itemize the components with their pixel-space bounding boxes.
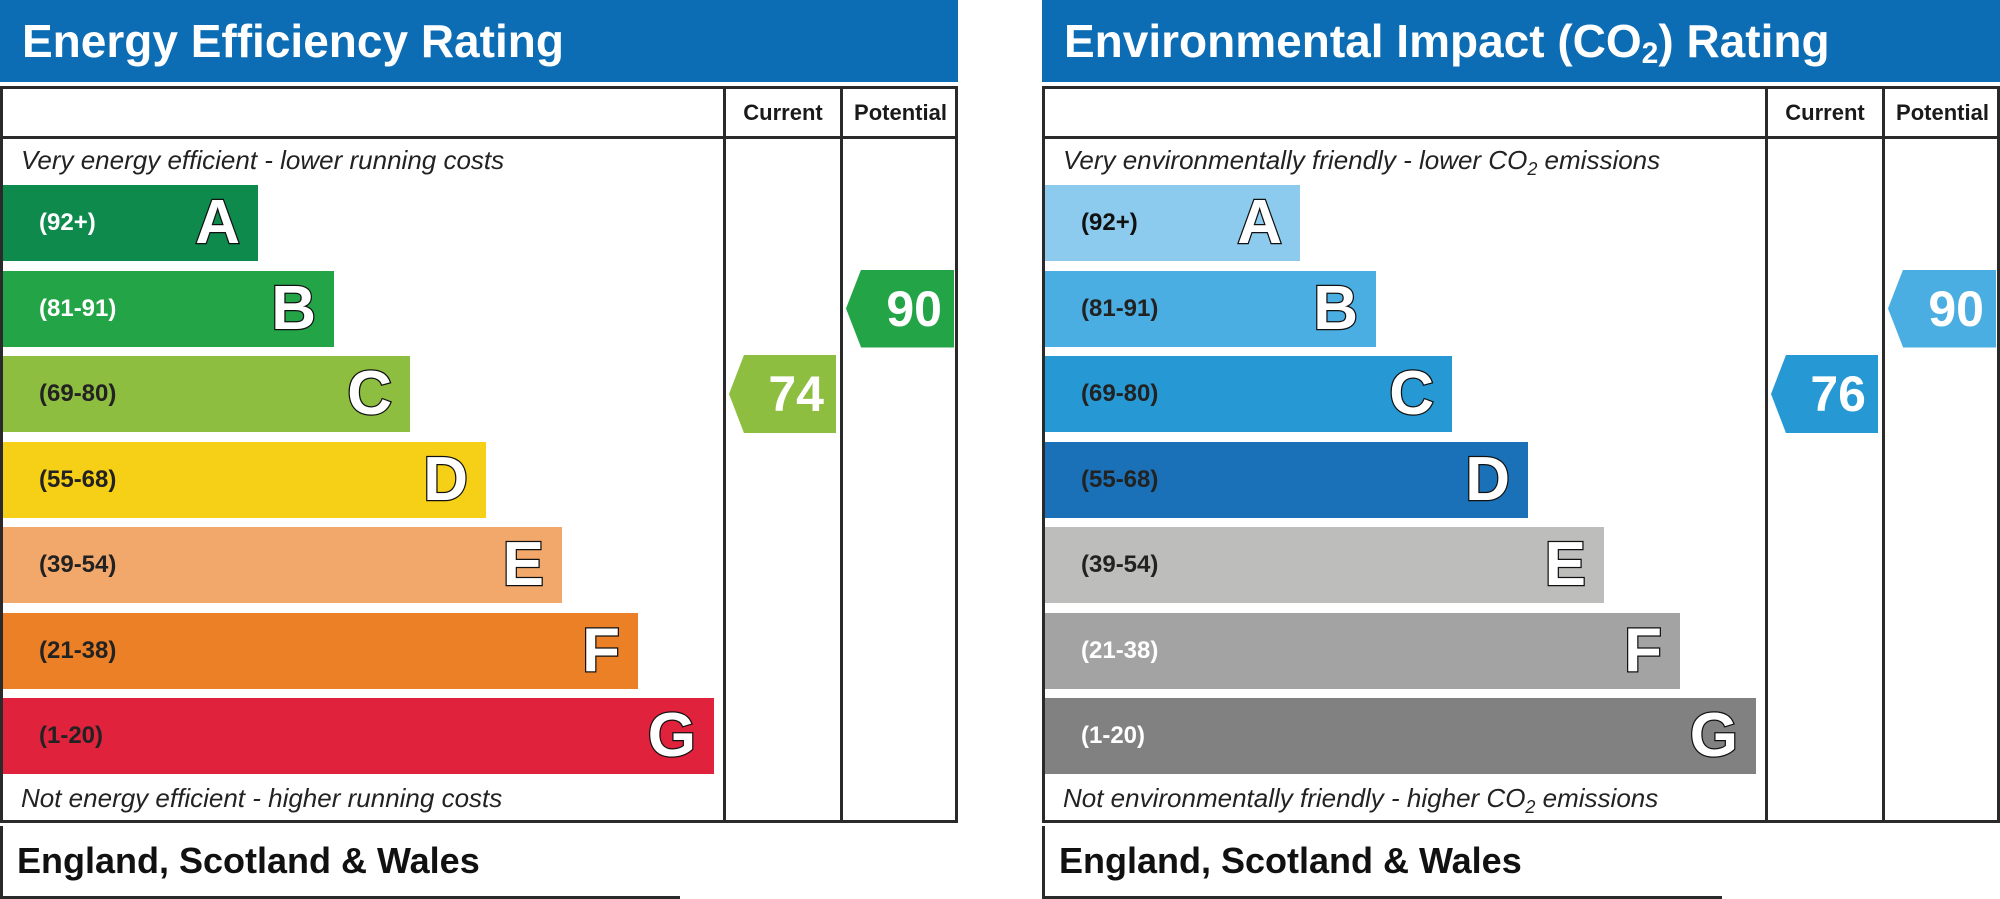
band-range-label: (92+): [1081, 209, 1138, 236]
column-divider: [1765, 89, 1768, 820]
environmental-impact-chart: Environmental Impact (CO2) Rating Curren…: [1042, 0, 2000, 899]
band-letter: D: [422, 443, 469, 515]
current-rating-marker: 76: [1771, 355, 1878, 433]
rating-band-c: (69-80) C: [3, 356, 410, 432]
band-letter: D: [1464, 443, 1511, 515]
band-range-label: (69-80): [39, 380, 117, 407]
band-letter: B: [270, 272, 317, 344]
title-text-end: ) Rating: [1658, 15, 1830, 67]
band-letter: C: [1388, 358, 1435, 430]
caption-text-end: emissions: [1537, 145, 1661, 175]
column-divider: [1882, 89, 1885, 820]
chart-title: Energy Efficiency Rating: [0, 0, 958, 82]
top-caption: Very environmentally friendly - lower CO…: [1063, 145, 1660, 180]
band-range-label: (92+): [39, 209, 96, 236]
region-footer: England, Scotland & Wales: [0, 826, 680, 899]
band-range-label: (55-68): [39, 465, 117, 493]
band-letter: F: [1623, 614, 1663, 686]
rating-band-g: (1-20) G: [3, 698, 714, 774]
current-column-header: Current: [1785, 100, 1865, 125]
region-footer: England, Scotland & Wales: [1042, 826, 1722, 899]
rating-band-e: (39-54) E: [1045, 527, 1604, 603]
rating-band-e: (39-54) E: [3, 527, 562, 603]
band-letter: G: [647, 700, 698, 772]
rating-band-f: (21-38) F: [1045, 612, 1680, 689]
band-letter: A: [194, 187, 241, 259]
band-letter: E: [1543, 529, 1587, 601]
caption-text-end: emissions: [1535, 783, 1659, 813]
band-letter: C: [346, 358, 393, 430]
band-range-label: (39-54): [1081, 551, 1159, 578]
band-range-label: (81-91): [39, 294, 117, 322]
band-range-label: (69-80): [1081, 380, 1159, 407]
caption-subscript: 2: [1527, 159, 1538, 180]
potential-rating-marker: 90: [846, 269, 954, 348]
current-rating-marker: 74: [729, 355, 836, 433]
caption-subscript: 2: [1525, 797, 1536, 818]
band-letter: F: [581, 614, 621, 686]
energy-efficiency-chart: Energy Efficiency Rating Current Potenti…: [0, 0, 958, 899]
band-letter: G: [1689, 700, 1740, 772]
rating-band-a: (92+) A: [3, 185, 258, 261]
column-divider: [723, 89, 726, 820]
region-label: England, Scotland & Wales: [1059, 840, 1522, 881]
rating-band-a: (92+) A: [1045, 185, 1300, 261]
band-range-label: (1-20): [39, 722, 104, 749]
band-letter: A: [1236, 187, 1283, 259]
header-divider: [1045, 136, 1997, 139]
rating-table: Current Potential Very environmentally f…: [1042, 86, 2000, 823]
caption-text: Very environmentally friendly - lower CO: [1063, 145, 1528, 175]
bottom-caption: Not environmentally friendly - higher CO…: [1063, 783, 1658, 818]
rating-band-d: (55-68) D: [3, 441, 486, 518]
title-subscript: 2: [1641, 37, 1659, 70]
title-text: Environmental Impact (CO: [1064, 15, 1642, 67]
region-label: England, Scotland & Wales: [17, 840, 480, 881]
rating-band-b: (81-91) B: [1045, 270, 1376, 347]
band-range-label: (81-91): [1081, 294, 1159, 322]
band-range-label: (21-38): [39, 636, 117, 664]
rating-band-f: (21-38) F: [3, 612, 638, 689]
potential-column-header: Potential: [1896, 100, 1989, 125]
potential-column-header: Potential: [854, 100, 947, 125]
rating-band-b: (81-91) B: [3, 270, 334, 347]
band-range-label: (21-38): [1081, 636, 1159, 664]
band-range-label: (39-54): [39, 551, 117, 578]
band-letter: E: [501, 529, 545, 601]
chart-title: Environmental Impact (CO2) Rating: [1042, 0, 2000, 82]
top-caption: Very energy efficient - lower running co…: [21, 145, 505, 175]
rating-band-d: (55-68) D: [1045, 441, 1528, 518]
rating-table: Current Potential Very energy efficient …: [0, 86, 958, 823]
rating-band-g: (1-20) G: [1045, 698, 1756, 774]
band-range-label: (55-68): [1081, 465, 1159, 493]
rating-band-c: (69-80) C: [1045, 356, 1452, 432]
column-divider: [840, 89, 843, 820]
band-range-label: (1-20): [1081, 722, 1146, 749]
bottom-caption: Not energy efficient - higher running co…: [21, 783, 503, 813]
caption-text: Not environmentally friendly - higher CO: [1063, 783, 1526, 813]
current-column-header: Current: [743, 100, 823, 125]
potential-rating-marker: 90: [1888, 269, 1996, 348]
header-divider: [3, 136, 955, 139]
band-letter: B: [1312, 272, 1359, 344]
